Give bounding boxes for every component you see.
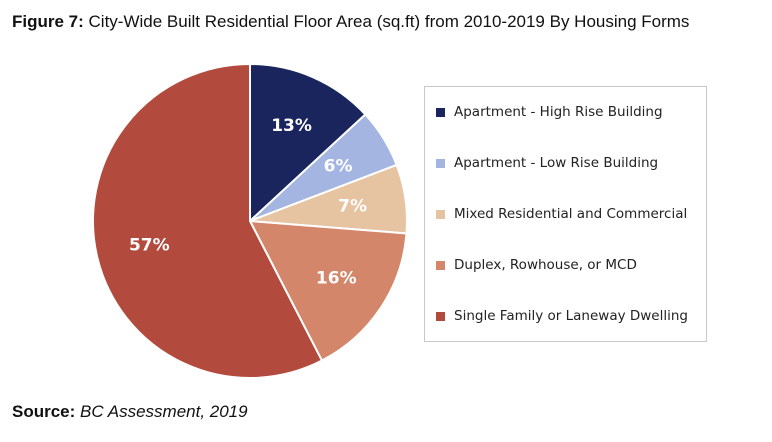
legend-swatch [436, 209, 445, 219]
pie-slice [249, 220, 408, 362]
source-note: Source: BC Assessment, 2019 [12, 402, 248, 422]
slice-data-label: 16% [316, 268, 357, 288]
slice-data-label: 7% [338, 196, 367, 216]
slice-data-label: 13% [271, 116, 312, 136]
pie-slice [249, 63, 367, 222]
legend-label: Duplex, Rowhouse, or MCD [454, 257, 637, 273]
legend-label: Apartment - High Rise Building [454, 104, 663, 120]
legend-item: Mixed Residential and Commercial [436, 206, 687, 222]
source-label: Source: [12, 402, 76, 421]
slice-data-label: 6% [324, 156, 353, 176]
legend-item: Apartment - Low Rise Building [436, 155, 658, 171]
legend-item: Apartment - High Rise Building [436, 104, 663, 120]
legend-swatch [436, 311, 445, 321]
legend-item: Duplex, Rowhouse, or MCD [436, 257, 637, 273]
figure-title: Figure 7: City-Wide Built Residential Fl… [12, 12, 689, 32]
figure-label: Figure 7: [12, 12, 84, 31]
pie-slice [92, 63, 323, 379]
chart-legend: Apartment - High Rise Building Apartment … [424, 86, 707, 342]
figure-title-text: City-Wide Built Residential Floor Area (… [88, 12, 690, 31]
legend-swatch [436, 260, 445, 270]
slice-data-label: 57% [129, 235, 170, 255]
legend-swatch [436, 107, 445, 117]
legend-item: Single Family or Laneway Dwelling [436, 308, 688, 324]
legend-label: Apartment - Low Rise Building [454, 155, 659, 171]
source-text: BC Assessment, 2019 [80, 402, 248, 421]
legend-swatch [436, 158, 445, 168]
legend-label: Mixed Residential and Commercial [454, 206, 688, 222]
legend-label: Single Family or Laneway Dwelling [454, 308, 688, 324]
